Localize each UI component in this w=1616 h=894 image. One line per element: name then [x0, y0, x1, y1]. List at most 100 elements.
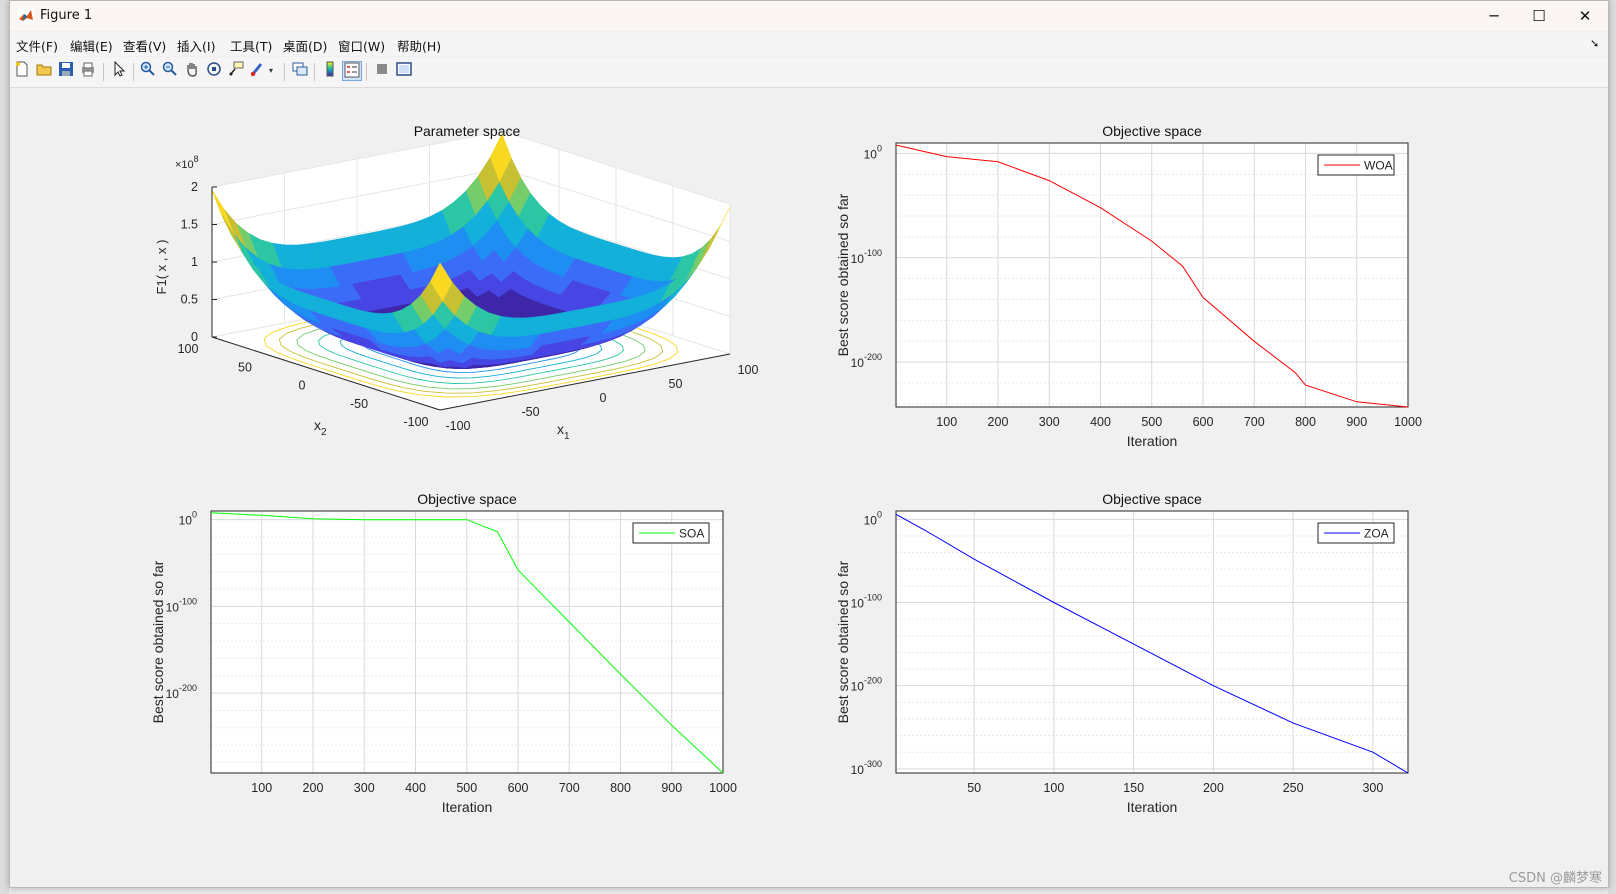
x-tick-label: 600	[508, 781, 529, 795]
x-tick-label: 100	[251, 781, 272, 795]
x-tick-label: 600	[1193, 415, 1214, 429]
x-tick-label: 250	[1283, 781, 1304, 795]
menu-insert[interactable]: 插入(I)	[177, 39, 216, 54]
y-tick-exponent: 0	[192, 510, 197, 520]
x1-axis-label-sub: 1	[564, 431, 570, 442]
y-tick-label: 10-100	[166, 596, 197, 614]
y-tick-exponent: -100	[864, 248, 882, 258]
x-tick-label: 50	[967, 781, 981, 795]
zoom-in-icon[interactable]	[138, 61, 158, 81]
x2-axis-label: x2	[314, 417, 327, 438]
z-exponent-power: 8	[194, 154, 199, 164]
chart-title: Parameter space	[414, 123, 521, 139]
x-tick-label: 800	[610, 781, 631, 795]
dock-icon[interactable]	[394, 61, 414, 81]
x1-tick-label: -100	[445, 419, 470, 433]
z-tick-label: 2	[191, 180, 198, 194]
y-axis-label: Best score obtained so far	[150, 560, 166, 723]
link-icon[interactable]	[290, 61, 310, 81]
x1-tick-label: 100	[738, 363, 759, 377]
menu-tools[interactable]: 工具(T)	[230, 39, 273, 54]
objective-plot-soa: 100 10-100 10-200 100 200 300 400 500 600 700 800 9…	[150, 491, 737, 815]
axes-box	[210, 510, 724, 774]
open-icon[interactable]	[34, 61, 54, 81]
y-tick-label: 100	[864, 509, 882, 527]
y-axis-label: Best score obtained so far	[835, 560, 851, 723]
z-tick-label: 0	[191, 330, 198, 344]
menu-view[interactable]: 查看(V)	[123, 39, 167, 54]
figure-window: Figure 1 ─ ☐ ✕ 文件(F) 编辑(E) 查看(V) 插入(I) 工…	[9, 0, 1609, 888]
print-icon[interactable]	[78, 61, 98, 81]
y-tick-label: 100	[179, 510, 197, 528]
z-tick-label: 0.5	[181, 293, 198, 307]
x-axis-label: Iteration	[1127, 433, 1178, 449]
legend-label: ZOA	[1364, 527, 1389, 541]
x-tick-label: 100	[936, 415, 957, 429]
y-tick-exponent: -200	[179, 683, 197, 693]
surface-patch	[430, 262, 453, 302]
x-axis-label: Iteration	[1127, 799, 1178, 815]
hide-tools-icon[interactable]	[372, 61, 392, 81]
menu-edit[interactable]: 编辑(E)	[70, 39, 113, 54]
parameter-space-plot: -100-50050100-100-5005010000.511.52×108P…	[154, 123, 758, 442]
plot-area	[896, 511, 1408, 773]
save-icon[interactable]	[56, 61, 76, 81]
close-button[interactable]: ✕	[1578, 7, 1592, 25]
pointer-icon[interactable]	[109, 60, 129, 81]
watermark: CSDN @麟梦寒	[1508, 871, 1602, 886]
x-tick-label: 900	[661, 781, 682, 795]
x-tick-label: 100	[1043, 781, 1064, 795]
x1-axis-label: x1	[557, 421, 570, 442]
x-tick-label: 200	[1203, 781, 1224, 795]
title-bar[interactable]: Figure 1 ─ ☐ ✕	[10, 1, 1608, 31]
x2-tick-label: -100	[403, 415, 428, 429]
y-tick-label: 10-300	[851, 759, 882, 777]
x2-tick-label: 0	[299, 379, 306, 393]
window-title: Figure 1	[40, 8, 93, 23]
x-tick-label: 500	[456, 781, 477, 795]
minimize-button[interactable]: ─	[1489, 7, 1499, 25]
brush-dropdown-arrow-icon[interactable]: ▾	[268, 66, 273, 75]
x-tick-label: 200	[988, 415, 1009, 429]
zoom-out-icon[interactable]	[160, 61, 180, 81]
data-cursor-icon[interactable]	[226, 61, 246, 81]
toolbar-separator	[366, 63, 367, 81]
x2-tick-label: -50	[350, 397, 368, 411]
brush-icon[interactable]	[248, 61, 268, 81]
series-line-soa	[210, 512, 724, 774]
menu-desktop[interactable]: 桌面(D)	[283, 39, 328, 54]
toolbar-toggle-arrow-icon[interactable]: ➘	[1590, 37, 1600, 50]
new-figure-icon[interactable]	[12, 61, 32, 81]
x-tick-label: 400	[1090, 415, 1111, 429]
legend-label: WOA	[1364, 159, 1393, 173]
menu-window[interactable]: 窗口(W)	[338, 39, 386, 54]
legend-icon[interactable]	[342, 61, 362, 81]
x2-axis-label-sub: 2	[321, 427, 327, 438]
x-tick-label: 200	[303, 781, 324, 795]
x-tick-label: 1000	[709, 781, 737, 795]
x2-tick-label: 50	[238, 360, 252, 374]
x2-axis-line	[211, 336, 441, 411]
maximize-button[interactable]: ☐	[1532, 7, 1546, 25]
objective-plot-zoa: 100 10-100 10-200 10-300 50 100 150 200 250 300 ZO…	[835, 491, 1409, 815]
x-tick-label: 400	[405, 781, 426, 795]
rotate-3d-icon[interactable]	[204, 61, 224, 81]
toolbar-separator	[284, 63, 285, 81]
y-tick-label: 10-100	[851, 592, 882, 610]
pan-icon[interactable]	[182, 61, 202, 81]
x1-axis-line	[439, 353, 731, 411]
menu-file[interactable]: 文件(F)	[16, 39, 58, 54]
x-axis-label: Iteration	[442, 799, 493, 815]
x-tick-label: 700	[559, 781, 580, 795]
menu-help[interactable]: 帮助(H)	[397, 39, 442, 54]
axes-box	[895, 510, 1409, 774]
toolbar-separator	[103, 63, 104, 81]
colorbar-icon[interactable]	[320, 61, 340, 81]
series-line-zoa	[895, 513, 1409, 774]
chart-title: Objective space	[417, 491, 517, 507]
y-tick-exponent: -100	[864, 592, 882, 602]
x1-tick-label: 50	[669, 377, 683, 391]
x-tick-label: 500	[1141, 415, 1162, 429]
x-tick-label: 300	[1039, 415, 1060, 429]
